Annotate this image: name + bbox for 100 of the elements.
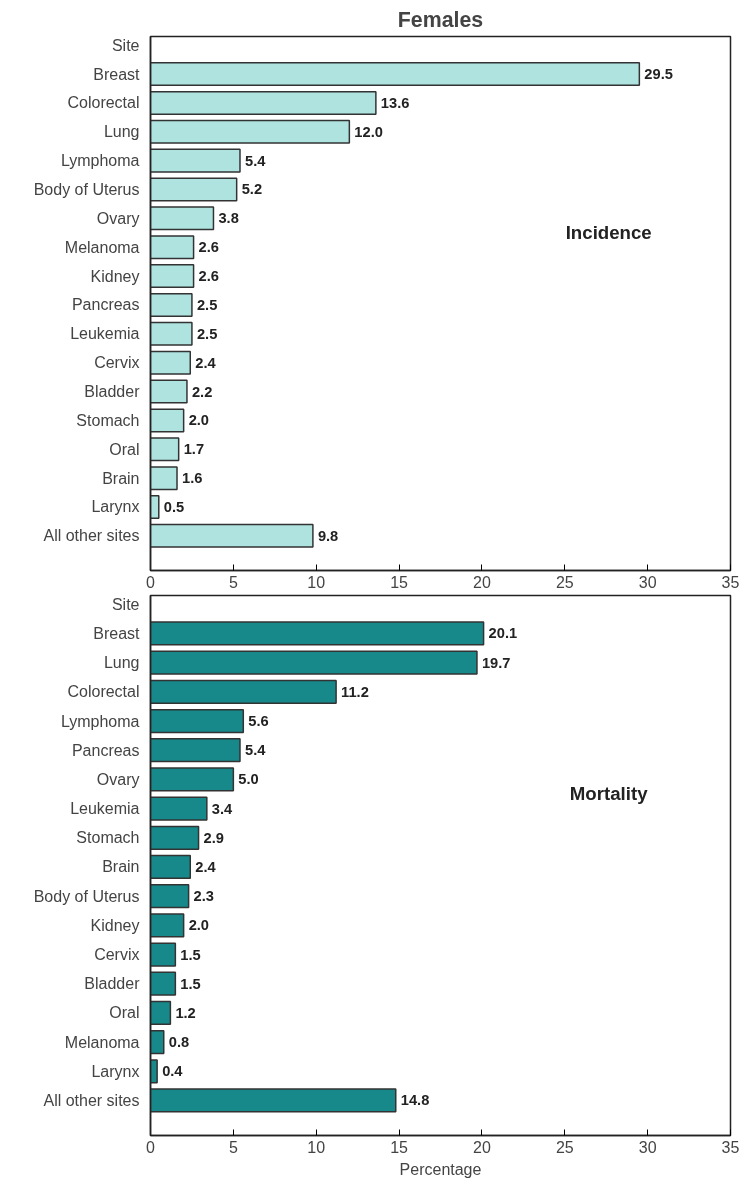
y-tick-label: Larynx [91, 498, 140, 516]
x-tick-label: 25 [555, 573, 574, 591]
y-axis-title: Site [111, 595, 140, 613]
bar [150, 437, 180, 462]
bar [150, 942, 177, 967]
bar [150, 796, 208, 821]
bar [150, 408, 185, 433]
annotation: Incidence [565, 222, 652, 244]
bar [150, 90, 377, 115]
data-label: 5.2 [241, 181, 263, 198]
x-tick-label: 20 [473, 1138, 491, 1156]
y-tick-label: Lymphoma [60, 712, 140, 730]
bar [150, 650, 478, 675]
y-tick-label: Lymphoma [60, 152, 140, 170]
bar [150, 679, 337, 704]
x-tick-label: 20 [473, 573, 491, 591]
y-tick-label: Lung [103, 654, 140, 672]
bar [150, 350, 192, 375]
data-label: 11.2 [341, 683, 369, 700]
bar [150, 971, 177, 996]
data-label: 2.0 [188, 412, 210, 429]
data-label: 29.5 [644, 66, 673, 83]
y-tick-label: Melanoma [64, 238, 140, 256]
bar [150, 292, 193, 317]
y-tick-label: Stomach [76, 829, 140, 847]
y-tick-label: Brain [102, 858, 140, 876]
data-label: 12.0 [354, 123, 383, 140]
bar [150, 767, 235, 792]
x-tick-label: 35 [721, 1138, 740, 1156]
x-axis-title: Percentage [399, 1160, 482, 1178]
data-label: 0.5 [163, 499, 185, 515]
data-label: 0.8 [168, 1034, 190, 1051]
bar [150, 738, 241, 763]
x-tick-label: 0 [146, 573, 156, 591]
y-tick-label: Melanoma [64, 1033, 140, 1051]
y-axis-title: Site [111, 36, 140, 54]
y-tick-label: Bladder [84, 975, 141, 993]
data-label: 3.4 [211, 800, 234, 817]
y-tick-label: Kidney [90, 267, 140, 285]
data-label: 3.8 [218, 210, 239, 227]
y-tick-label: Kidney [90, 916, 140, 934]
y-tick-label: Body of Uterus [33, 887, 140, 905]
data-label: 2.5 [196, 296, 218, 313]
data-label: 13.6 [380, 94, 410, 111]
x-tick-label: 10 [307, 573, 326, 591]
x-tick-label: 25 [555, 1138, 574, 1156]
bar [150, 825, 200, 850]
x-tick-label: 15 [390, 573, 409, 591]
bar [150, 379, 188, 404]
y-tick-label: Lung [103, 123, 140, 141]
bar [150, 1000, 172, 1026]
bar [150, 523, 314, 548]
chart-title: Females [397, 7, 484, 32]
y-tick-label: All other sites [43, 527, 140, 545]
data-label: 2.6 [198, 239, 219, 256]
x-tick-label: 30 [638, 1138, 657, 1156]
x-tick-label: 15 [390, 1138, 409, 1156]
data-label: 1.7 [183, 441, 205, 458]
y-tick-label: Brain [102, 469, 140, 487]
x-tick-label: 35 [721, 573, 740, 591]
data-label: 5.6 [248, 713, 269, 730]
bar [150, 1029, 165, 1055]
bar [150, 466, 178, 491]
y-tick-label: Cervix [94, 946, 140, 964]
y-tick-label: Colorectal [67, 683, 140, 701]
bar [150, 494, 160, 519]
data-label: 1.6 [182, 470, 203, 487]
data-label: 2.6 [198, 268, 219, 285]
y-tick-label: Leukemia [70, 325, 140, 343]
y-tick-label: Pancreas [71, 296, 140, 314]
y-tick-label: Cervix [94, 354, 140, 372]
x-tick-label: 5 [228, 1138, 238, 1156]
y-tick-label: Breast [93, 624, 141, 642]
bar [150, 148, 241, 173]
bar [150, 854, 192, 880]
y-tick-label: Pancreas [71, 741, 140, 759]
y-tick-label: Bladder [84, 383, 141, 401]
x-tick-label: 0 [146, 1138, 156, 1156]
data-label: 2.4 [195, 354, 217, 371]
data-label: 2.3 [193, 888, 214, 905]
bar [150, 235, 195, 260]
bar [150, 119, 351, 144]
y-tick-label: Ovary [96, 209, 140, 227]
data-label: 2.4 [195, 858, 217, 875]
y-tick-label: Oral [109, 1004, 140, 1022]
data-label: 2.5 [196, 325, 218, 342]
data-label: 19.7 [481, 654, 511, 671]
x-tick-label: 5 [228, 573, 238, 591]
data-label: 1.2 [175, 1004, 196, 1021]
y-tick-label: Body of Uterus [33, 180, 140, 198]
y-tick-label: Ovary [96, 770, 140, 788]
bar [150, 264, 195, 289]
data-label: 9.8 [317, 527, 339, 544]
annotation: Mortality [569, 783, 649, 805]
bar [150, 206, 215, 231]
data-label: 5.4 [244, 152, 267, 169]
y-tick-label: Larynx [91, 1062, 140, 1080]
y-tick-label: Leukemia [70, 800, 140, 818]
y-tick-label: All other sites [43, 1091, 140, 1109]
bar [150, 62, 641, 87]
